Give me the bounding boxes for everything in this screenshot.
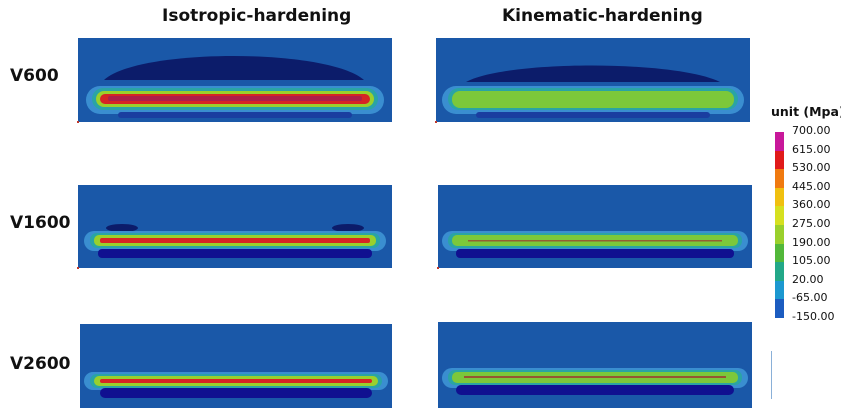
legend-value-label: 360.00 (792, 198, 831, 212)
stress-contour-isotropic-v1600 (78, 185, 392, 268)
legend-title: unit (Mpa) (771, 104, 841, 119)
legend-color-segment (775, 280, 784, 300)
legend-color-segment (775, 150, 784, 170)
legend-color-segment (775, 224, 784, 244)
legend-color-segment (775, 243, 784, 263)
legend-value-label: 20.00 (792, 272, 824, 286)
row-label-v600: V600 (10, 66, 59, 86)
legend-color-segment (775, 299, 784, 318)
axis-origin-marker (435, 121, 437, 123)
divider-line (771, 351, 772, 399)
legend-value-label: 530.00 (792, 161, 831, 175)
legend-color-segment (775, 262, 784, 281)
legend-color-segment (775, 206, 784, 225)
legend-value-label: 615.00 (792, 142, 831, 156)
legend-value-label: 700.00 (792, 124, 831, 137)
stress-contour-isotropic-v600 (78, 38, 392, 122)
stress-contour-kinematic-v600 (436, 38, 750, 122)
legend-value-label: -65.00 (792, 291, 828, 305)
stress-contour-isotropic-v2600 (80, 324, 392, 408)
column-title-isotropic: Isotropic-hardening (162, 6, 352, 26)
legend-value-label: -150.00 (792, 310, 835, 323)
row-label-v2600: V2600 (10, 354, 71, 374)
column-title-kinematic: Kinematic-hardening (502, 6, 703, 26)
legend-value-label: 445.00 (792, 179, 831, 193)
legend-value-label: 105.00 (792, 254, 831, 268)
legend-color-segment (775, 169, 784, 188)
legend-value-label: 275.00 (792, 217, 831, 230)
stress-contour-kinematic-v1600 (438, 185, 752, 268)
row-label-v1600: V1600 (10, 213, 71, 233)
axis-origin-marker (77, 267, 79, 269)
legend-color-segment (775, 132, 784, 151)
stress-contour-kinematic-v2600 (438, 322, 752, 408)
legend-color-bar (775, 132, 784, 318)
axis-origin-marker (437, 267, 439, 269)
axis-origin-marker (77, 121, 79, 123)
legend-color-segment (775, 187, 784, 207)
legend-value-label: 190.00 (792, 235, 831, 249)
